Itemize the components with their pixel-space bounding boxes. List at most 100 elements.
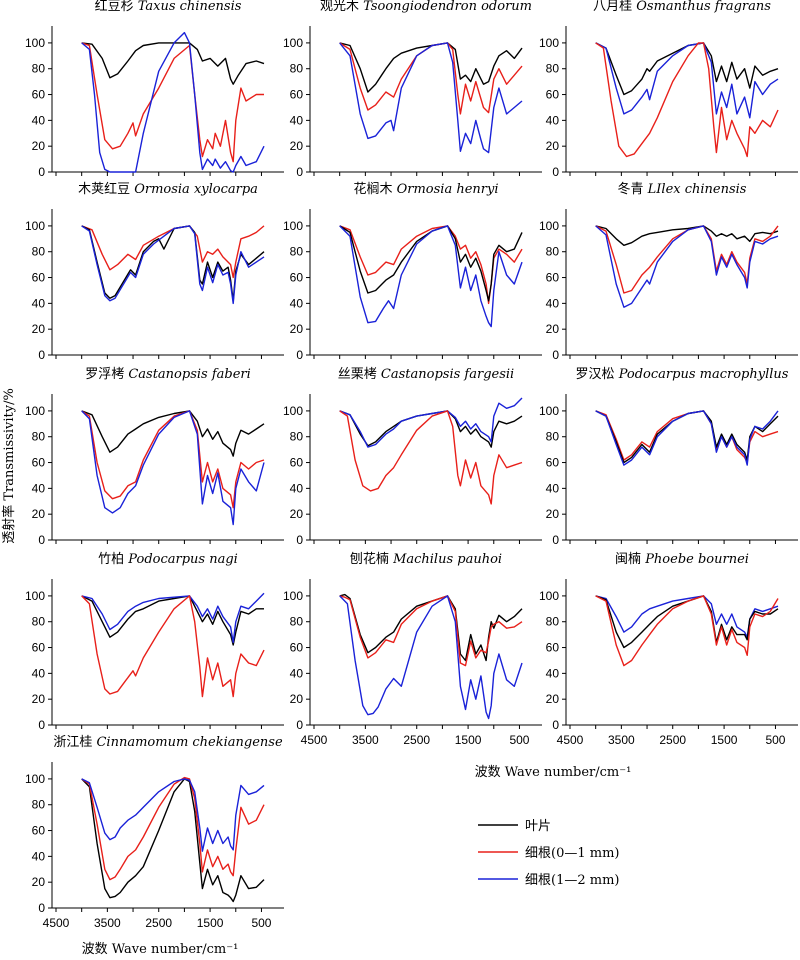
panel-7: 罗浮栲 Castanopsis faberi 0 20 40 60 80 100 <box>25 367 284 547</box>
panel-10: 竹柏 Podocarpus nagi 0 20 40 60 80 100 <box>25 552 284 732</box>
panel-title: 闽楠 Phoebe bournei <box>615 552 749 567</box>
panel-13: 浙江桂 Cinnamomum chekiangense 0 20 40 60 80 100 4… <box>25 735 284 930</box>
y-tick-label: 80 <box>32 430 46 444</box>
y-tick-label: 60 <box>546 271 560 285</box>
x-tick-label: 4500 <box>557 733 584 747</box>
panel-title: 竹柏 Podocarpus nagi <box>98 552 238 567</box>
series-line-2 <box>81 776 265 881</box>
y-tick-label: 20 <box>32 139 46 153</box>
panel-title-latin: LIlex chinensis <box>647 182 747 197</box>
panel-title-latin: Cinnamomum chekiangense <box>96 735 282 750</box>
y-tick-label: 100 <box>25 589 45 603</box>
series-line-3 <box>339 225 523 328</box>
panel-title-latin: Machilus pauhoi <box>392 552 502 567</box>
y-tick-label: 20 <box>546 322 560 336</box>
panel-title-cn: 罗汉松 <box>576 367 619 382</box>
panel-title: 罗浮栲 Castanopsis faberi <box>85 367 251 382</box>
y-tick-label: 60 <box>546 456 560 470</box>
y-tick-label: 80 <box>290 62 304 76</box>
series-line-3 <box>595 225 779 308</box>
series-line-3 <box>339 42 523 154</box>
legend-label-3: 细根(1—2 mm) <box>525 873 619 888</box>
y-tick-label: 100 <box>539 589 559 603</box>
panel-title-cn: 浙江桂 <box>53 735 96 750</box>
y-tick-label: 60 <box>290 88 304 102</box>
series-line-1 <box>81 42 265 85</box>
panel-6: 冬青 LIlex chinensis 0 20 40 60 80 100 <box>539 181 798 362</box>
y-tick-label: 20 <box>32 692 46 706</box>
panel-title-cn: 闽楠 <box>615 552 645 567</box>
panel-title-cn: 丝栗栲 <box>338 367 381 382</box>
panel-title-latin: Tsoongiodendron odorum <box>363 0 532 14</box>
y-tick-label: 80 <box>32 245 46 259</box>
x-tick-label: 4500 <box>301 733 328 747</box>
x-tick-label: 500 <box>765 733 785 747</box>
y-tick-label: 40 <box>32 113 46 127</box>
y-tick-label: 0 <box>296 348 303 362</box>
x-axis-label-bottom: 波数 Wave number/cm⁻¹ <box>82 942 239 957</box>
series-line-1 <box>595 225 779 246</box>
x-tick-label: 2500 <box>659 733 686 747</box>
panel-3: 八月桂 Osmanthus fragrans 0 20 40 60 80 100 <box>539 0 798 179</box>
y-tick-label: 100 <box>539 404 559 418</box>
panel-11: 刨花楠 Machilus pauhoi 0 20 40 60 80 100 4500 3500 2… <box>283 551 542 747</box>
series-line-3 <box>595 595 779 667</box>
series-line-3 <box>339 595 523 720</box>
series-line-1 <box>595 42 779 96</box>
y-tick-label: 40 <box>290 481 304 495</box>
panel-5: 花榈木 Ormosia henryi 0 20 40 60 80 100 <box>283 181 542 362</box>
y-tick-label: 0 <box>38 533 45 547</box>
y-tick-label: 0 <box>296 533 303 547</box>
y-tick-label: 80 <box>290 430 304 444</box>
y-tick-label: 0 <box>38 348 45 362</box>
y-tick-label: 20 <box>546 139 560 153</box>
series-line-3 <box>81 410 265 526</box>
panel-title: 花榈木 Ormosia henryi <box>353 181 498 197</box>
legend-label-1: 叶片 <box>525 819 551 834</box>
y-tick-label: 100 <box>283 219 303 233</box>
series-line-3 <box>81 225 265 305</box>
panel-title-latin: Taxus chinensis <box>138 0 242 14</box>
y-tick-label: 100 <box>25 219 45 233</box>
y-tick-label: 80 <box>546 245 560 259</box>
y-tick-label: 60 <box>546 88 560 102</box>
y-tick-label: 80 <box>32 615 46 629</box>
panel-title-latin: Phoebe bournei <box>644 552 749 567</box>
series-line-3 <box>81 595 265 698</box>
y-tick-label: 80 <box>546 615 560 629</box>
panels: 红豆杉 Taxus chinensis 0 20 40 60 80 100 观光木 Tsoon… <box>25 0 798 930</box>
series-line-1 <box>81 595 264 646</box>
series-line-1 <box>339 410 523 448</box>
legend-label-2: 细根(0—1 mm) <box>525 846 619 861</box>
y-tick-label: 20 <box>290 507 304 521</box>
y-tick-label: 80 <box>546 430 560 444</box>
y-tick-label: 0 <box>552 348 559 362</box>
panel-title-cn: 观光木 <box>320 0 363 14</box>
y-tick-label: 60 <box>32 271 46 285</box>
series-line-2 <box>339 595 523 667</box>
series-line-3 <box>595 42 779 158</box>
y-tick-label: 0 <box>552 533 559 547</box>
y-tick-label: 80 <box>546 62 560 76</box>
y-tick-label: 80 <box>290 615 304 629</box>
y-tick-label: 100 <box>25 772 45 786</box>
x-tick-label: 500 <box>509 733 529 747</box>
x-tick-label: 2500 <box>145 916 172 930</box>
y-tick-label: 80 <box>290 245 304 259</box>
series-line-2 <box>339 225 523 302</box>
y-tick-label: 60 <box>290 456 304 470</box>
x-tick-label: 3500 <box>608 733 635 747</box>
y-tick-label: 20 <box>290 322 304 336</box>
y-tick-label: 40 <box>290 666 304 680</box>
series-line-2 <box>81 225 265 302</box>
x-tick-label: 3500 <box>94 916 121 930</box>
panel-title-cn: 红豆杉 <box>95 0 138 14</box>
panel-title-cn: 木荚红豆 <box>78 181 134 197</box>
series-line-1 <box>81 225 265 279</box>
panel-title: 浙江桂 Cinnamomum chekiangense <box>53 735 283 750</box>
series-line-1 <box>339 593 523 662</box>
panel-title-latin: Podocarpus nagi <box>127 552 238 567</box>
series-line-2 <box>81 410 265 509</box>
series-line-2 <box>595 42 779 119</box>
x-tick-label: 1500 <box>197 916 224 930</box>
